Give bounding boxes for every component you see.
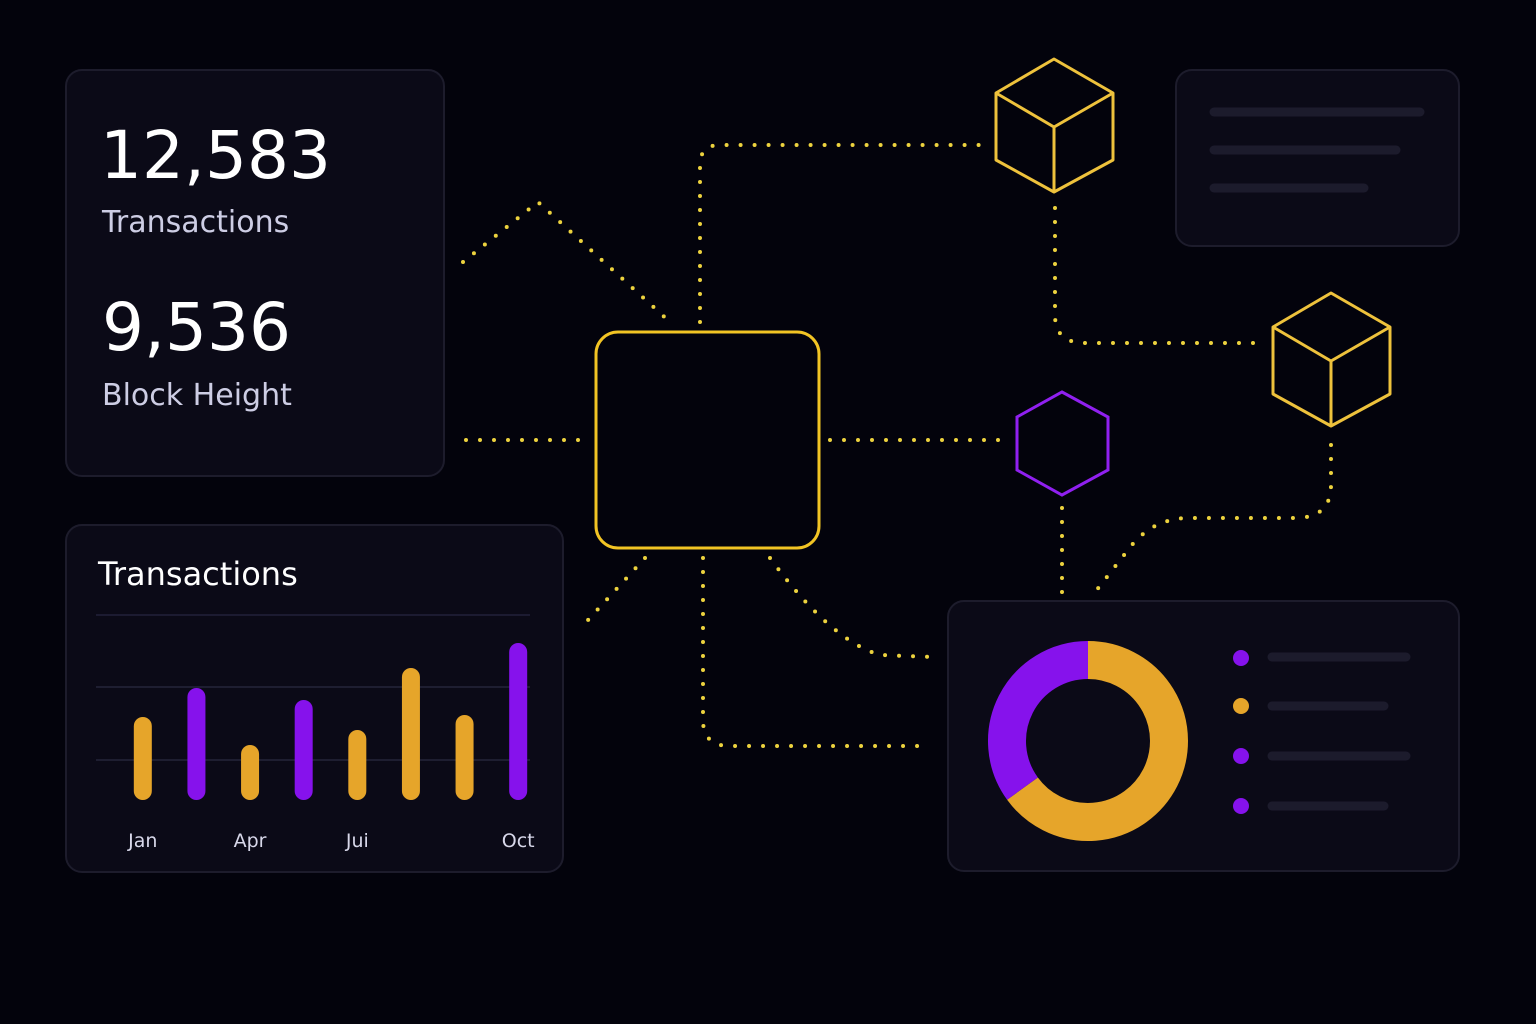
stat-label: Block Height [102,378,292,413]
connector [698,143,987,324]
cube-edge [995,91,1114,129]
donut-legend [1233,650,1411,814]
connectors [461,143,1333,748]
connector [1053,206,1260,345]
x-tick-label: Jan [127,830,157,852]
donut-segment [988,641,1089,800]
stats-card [65,69,445,477]
central-node [594,330,821,550]
donut-chart [988,641,1188,841]
x-tick-label: Apr [234,830,267,852]
connector [768,556,937,659]
connector [701,556,930,748]
connector [1090,443,1333,598]
bar [241,745,260,800]
hexagon [1015,390,1110,497]
bar [187,688,206,800]
bar [294,700,313,800]
stat-value: 12,583 [100,117,331,194]
legend-dot [1233,798,1249,814]
donut-segment [1007,641,1188,841]
x-tick-label: Jui [345,830,369,852]
info-card [1175,69,1460,247]
legend-dot [1233,698,1249,714]
x-tick-label: Oct [502,830,535,852]
bar [455,715,474,800]
cube [994,57,1115,194]
connector [461,199,672,324]
connector [586,556,647,622]
legend-dot [1233,748,1249,764]
stat-label: Transactions [101,205,289,240]
legend-dot [1233,650,1249,666]
cube [1271,291,1392,428]
cube-edge [1272,325,1391,363]
bar [348,730,367,800]
chart-title: Transactions [97,555,298,593]
stat-value: 9,536 [102,289,291,366]
bar-chart: Jan Apr Jui Oct [96,643,535,852]
bar [133,717,152,800]
bar [401,668,420,800]
bar [509,643,528,800]
